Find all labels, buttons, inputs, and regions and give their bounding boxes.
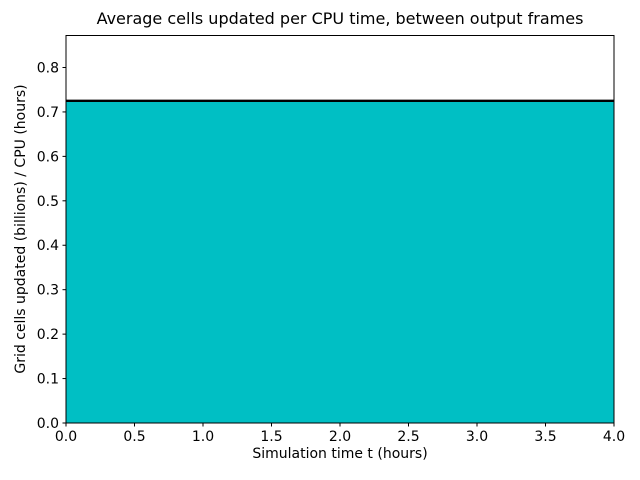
y-tick-label: 0.7 [37,105,59,121]
series-area-avg-cells-updated-per-cpu-time [66,100,614,423]
y-tick-label: 0.1 [37,372,59,388]
y-tick-label: 0.6 [37,149,59,165]
y-tick-label: 0.4 [37,238,59,254]
chart-title: Average cells updated per CPU time, betw… [96,9,584,28]
x-tick-label: 2.5 [397,429,419,445]
x-tick-label: 1.5 [260,429,282,445]
y-axis-label: Grid cells updated (billions) / CPU (hou… [13,84,29,374]
y-tick-label: 0.8 [37,60,59,76]
x-tick-label: 4.0 [603,429,625,445]
y-tick-label: 0.5 [37,194,59,210]
x-tick-label: 3.0 [466,429,488,445]
y-tick-label: 0.3 [37,283,59,299]
x-tick-label: 3.5 [534,429,556,445]
x-tick-label: 0.5 [123,429,145,445]
x-axis-label: Simulation time t (hours) [252,446,428,462]
x-tick-label: 1.0 [192,429,214,445]
x-tick-label: 2.0 [329,429,351,445]
y-tick-label: 0.2 [37,327,59,343]
x-tick-label: 0.0 [55,429,77,445]
y-tick-label: 0.0 [37,416,59,432]
